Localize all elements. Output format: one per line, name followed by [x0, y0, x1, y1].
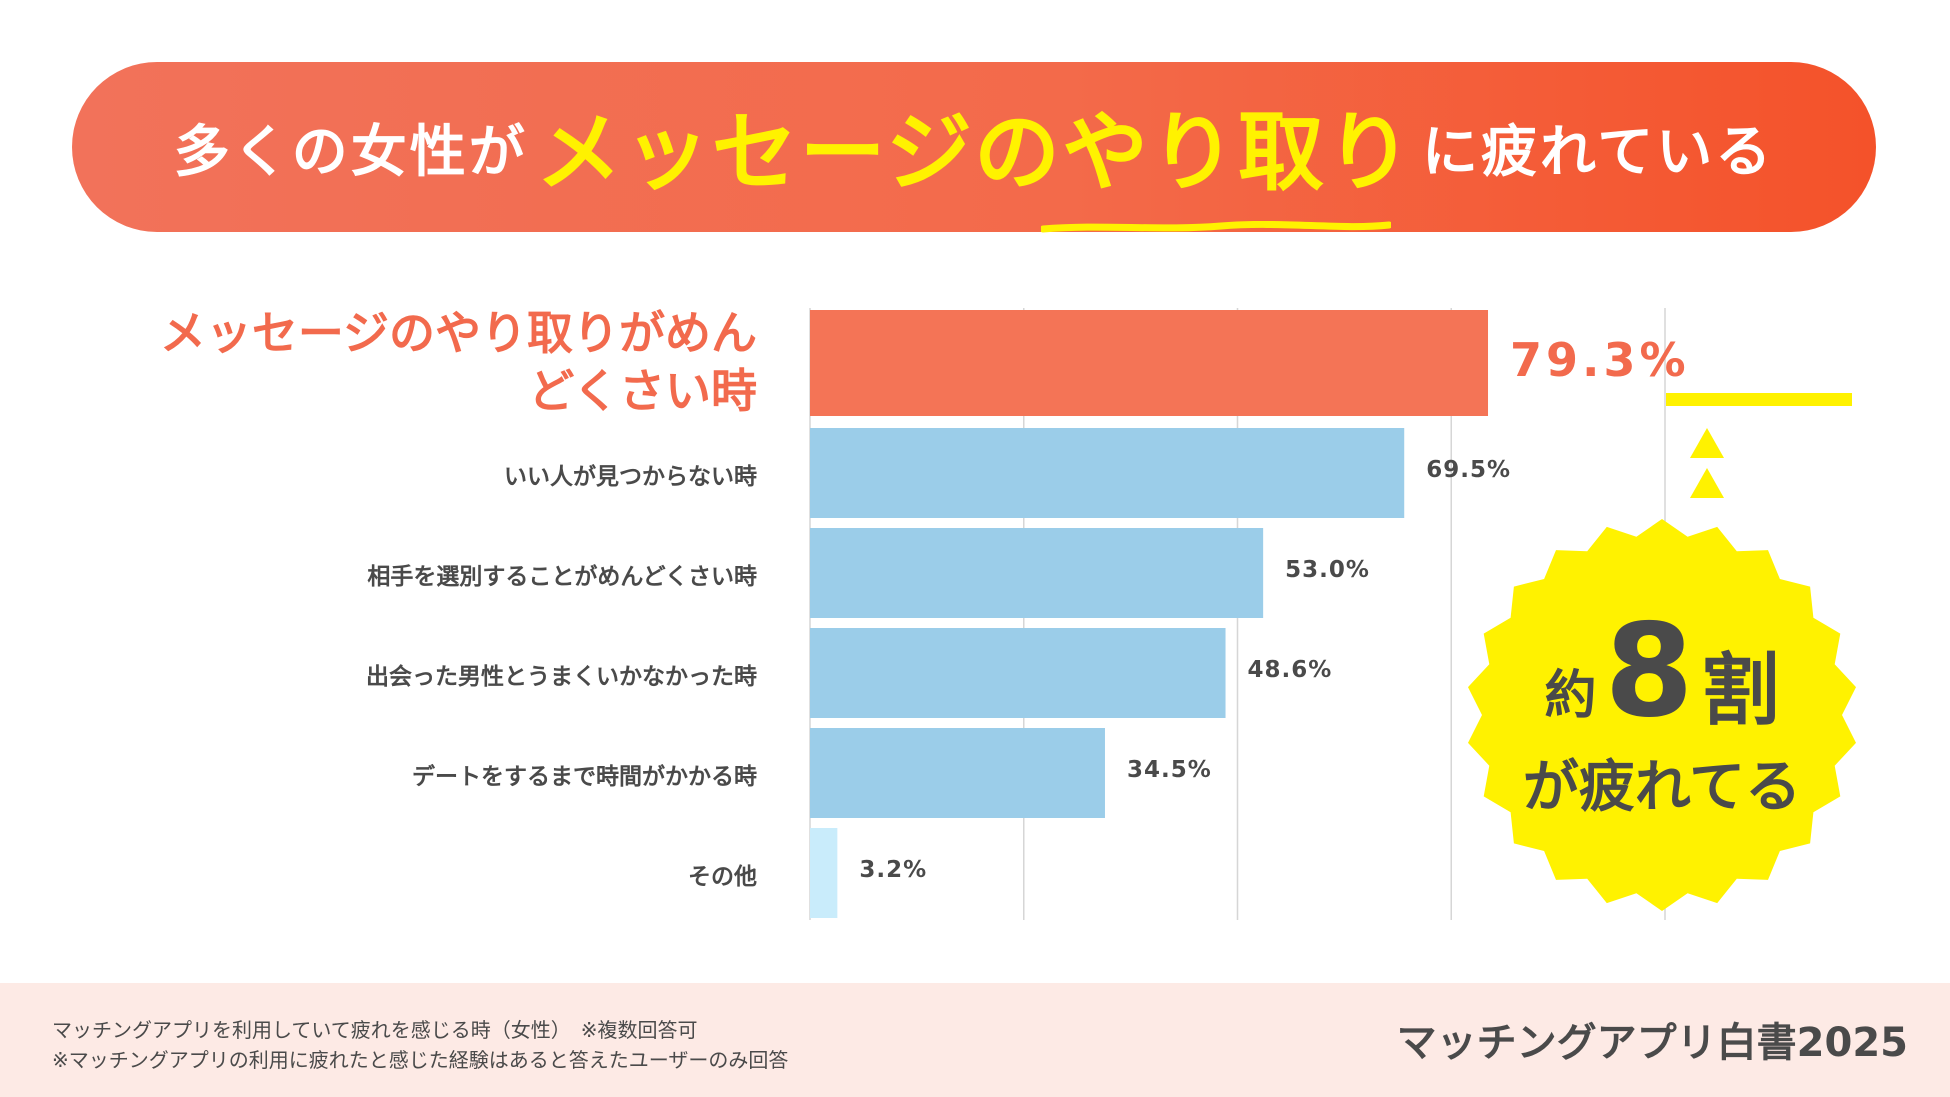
- header-banner: 多くの女性が メッセージのやり取り に疲れている: [72, 62, 1876, 232]
- footnote-survey: マッチングアプリを利用していて疲れを感じる時（女性） ※複数回答可: [52, 1018, 698, 1042]
- footer: [0, 983, 1950, 1097]
- title-part1: 多くの女性が: [173, 119, 528, 185]
- category-label-3: 出会った男性とうまくいかなかった時: [366, 664, 757, 690]
- page-title: 多くの女性が メッセージのやり取り に疲れている: [72, 62, 1876, 232]
- badge-prefix: 約: [1544, 665, 1597, 726]
- value-label-4: 34.5%: [1126, 757, 1212, 783]
- badge-number: 8: [1604, 596, 1694, 746]
- category-label-5: その他: [688, 864, 757, 890]
- title-highlight: メッセージのやり取り: [535, 82, 1414, 232]
- value-label-2: 53.0%: [1285, 557, 1370, 583]
- value-label-0: 79.3%: [1510, 333, 1690, 387]
- brand-logo-text: マッチングアプリ白書2025: [1396, 1020, 1908, 1066]
- bar-2: [810, 528, 1264, 618]
- badge-line2: が疲れてる: [1522, 754, 1802, 820]
- highlight-value-underline: [1666, 393, 1852, 406]
- up-arrow-icon: [1690, 468, 1724, 498]
- bar-5: [810, 828, 838, 918]
- bar-0: [810, 310, 1489, 416]
- title-underline-icon: [1040, 220, 1391, 232]
- bar-chart: [809, 308, 1666, 920]
- title-part2: に疲れている: [1421, 119, 1775, 185]
- summary-badge: 約 8 割 が疲れてる: [1462, 515, 1862, 915]
- value-label-1: 69.5%: [1426, 457, 1512, 483]
- category-label-2: 相手を選別することがめんどくさい時: [367, 564, 757, 590]
- bar-4: [810, 728, 1105, 818]
- category-label-0: メッセージのやり取りがめんどくさい時: [159, 306, 757, 418]
- bar-3: [810, 628, 1226, 718]
- value-label-5: 3.2%: [859, 857, 928, 883]
- starburst-badge-icon: [1468, 519, 1856, 911]
- badge-suffix: 割: [1701, 645, 1780, 736]
- category-label-1: いい人が見つからない時: [504, 464, 757, 490]
- category-label-4: デートをするまで時間がかかる時: [412, 764, 757, 790]
- title-highlight-text: メッセージのやり取り: [535, 102, 1414, 203]
- bar-1: [810, 428, 1405, 518]
- up-arrow-icon: [1690, 428, 1724, 458]
- value-label-3: 48.6%: [1247, 657, 1333, 683]
- footnote-condition: ※マッチングアプリの利用に疲れたと感じた経験はあると答えたユーザーのみ回答: [52, 1048, 789, 1072]
